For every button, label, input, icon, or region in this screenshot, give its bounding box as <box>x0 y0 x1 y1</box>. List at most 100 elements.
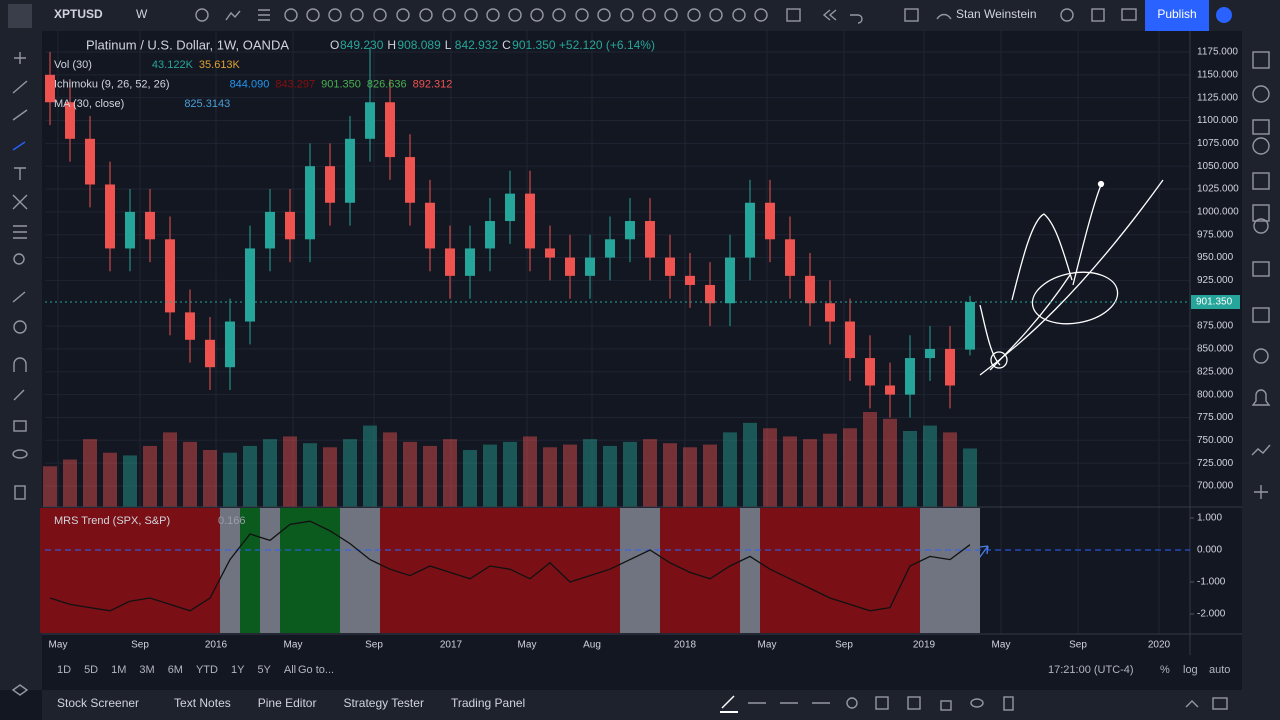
candle-body <box>765 202 775 240</box>
mrs-band <box>960 508 980 633</box>
candle-body <box>865 358 875 386</box>
volume-bar <box>923 425 937 507</box>
symbol[interactable]: XPTUSD <box>54 7 103 21</box>
range-button[interactable]: 1D <box>57 664 71 676</box>
time-tick-label: Sep <box>1069 640 1087 651</box>
mrs-band <box>780 508 800 633</box>
bottom-panel <box>42 690 1280 720</box>
scale-option[interactable]: auto <box>1209 664 1230 676</box>
price-tick-label: 800.000 <box>1197 389 1234 400</box>
drawing-tools <box>11 52 29 696</box>
toolbar-icons <box>195 8 1137 24</box>
study-value: 43.122K <box>152 59 194 71</box>
ohlc-value: 849.230 <box>340 38 384 52</box>
mrs-tick-label: -2.000 <box>1197 609 1226 620</box>
top-toolbar <box>0 0 1280 31</box>
volume-bar <box>483 444 497 507</box>
candle-body <box>945 348 955 386</box>
candle-body <box>105 184 115 249</box>
mrs-band <box>80 508 100 633</box>
ohlc-key: L <box>445 38 452 52</box>
mrs-band <box>200 508 220 633</box>
time-tick-label: 2020 <box>1148 640 1171 651</box>
volume-bar <box>303 443 317 507</box>
candle-body <box>305 166 315 240</box>
volume-bar <box>203 450 217 507</box>
volume-bar <box>663 443 677 507</box>
price-tick-label: 850.000 <box>1197 344 1234 355</box>
candle-body <box>125 211 135 249</box>
candle-body <box>785 239 795 276</box>
candle-body <box>345 138 355 203</box>
interval[interactable]: W <box>136 7 148 21</box>
candle-body <box>285 211 295 240</box>
price-tick-label: 1125.000 <box>1197 92 1238 103</box>
volume-bar <box>423 445 437 507</box>
volume-bar <box>263 439 277 507</box>
range-button[interactable]: YTD <box>196 664 218 676</box>
range-button[interactable]: 5Y <box>257 664 271 676</box>
volume-bar <box>443 439 457 507</box>
mrs-band <box>800 508 820 633</box>
mrs-band <box>720 508 740 633</box>
scale-option[interactable]: log <box>1183 664 1198 676</box>
mrs-band <box>840 508 860 633</box>
study-value: 825.3143 <box>184 98 230 110</box>
ohlc-key: O <box>330 38 339 52</box>
volume-bar <box>43 466 57 507</box>
range-button[interactable]: All <box>284 664 296 676</box>
volume-bar <box>143 445 157 507</box>
range-bar <box>42 656 1242 686</box>
candle-body <box>685 275 695 285</box>
range-button[interactable]: 1Y <box>231 664 245 676</box>
scale-option[interactable]: % <box>1160 664 1170 676</box>
bottom-tab[interactable]: Stock Screener <box>57 696 139 710</box>
range-button[interactable]: 5D <box>84 664 98 676</box>
publish-button[interactable] <box>1145 0 1209 31</box>
candle-body <box>645 221 655 258</box>
mrs-band <box>660 508 680 633</box>
mrs-band <box>620 508 640 633</box>
mrs-band <box>160 508 180 633</box>
bottom-tab[interactable]: Strategy Tester <box>343 696 423 710</box>
avatar[interactable] <box>8 4 32 28</box>
range-button[interactable]: 3M <box>139 664 154 676</box>
volume-bar <box>623 441 637 507</box>
volume-bar <box>503 441 517 507</box>
goto-button[interactable]: Go to... <box>298 664 334 676</box>
range-button[interactable]: 1M <box>111 664 126 676</box>
author[interactable]: Stan Weinstein <box>956 7 1037 21</box>
replay-button[interactable] <box>1216 7 1232 23</box>
candle-body <box>605 239 615 258</box>
time-tick-label: May <box>518 640 537 651</box>
price-tick-label: 1175.000 <box>1197 47 1238 58</box>
time-tick-label: 2018 <box>674 640 697 651</box>
candle-body <box>205 339 215 368</box>
study-value: 901.350 <box>321 78 361 90</box>
clock: 17:21:00 (UTC-4) <box>1048 664 1134 676</box>
candle-body <box>445 248 455 276</box>
volume-bar <box>323 447 337 507</box>
volume-bar <box>383 432 397 507</box>
time-tick-label: May <box>49 640 68 651</box>
time-tick-label: Aug <box>583 640 601 651</box>
volume-bar <box>563 444 577 507</box>
mrs-band <box>140 508 160 633</box>
mrs-band <box>640 508 660 633</box>
publish-label[interactable]: Publish <box>1157 7 1196 21</box>
range-button[interactable]: 6M <box>168 664 183 676</box>
volume-bar <box>823 433 837 507</box>
bottom-tab[interactable]: Pine Editor <box>258 696 317 710</box>
candle-body <box>585 257 595 276</box>
candle-body <box>565 257 575 276</box>
candle-body <box>145 211 155 240</box>
ohlc-value: 842.932 <box>455 38 499 52</box>
candle-body <box>805 275 815 304</box>
volume-bar <box>183 441 197 507</box>
volume-bar <box>103 452 117 507</box>
bottom-tab[interactable]: Text Notes <box>174 696 231 710</box>
mrs-band <box>940 508 960 633</box>
bottom-tab[interactable]: Trading Panel <box>451 696 525 710</box>
mrs-band <box>280 508 300 633</box>
study-value: 892.312 <box>413 78 453 90</box>
